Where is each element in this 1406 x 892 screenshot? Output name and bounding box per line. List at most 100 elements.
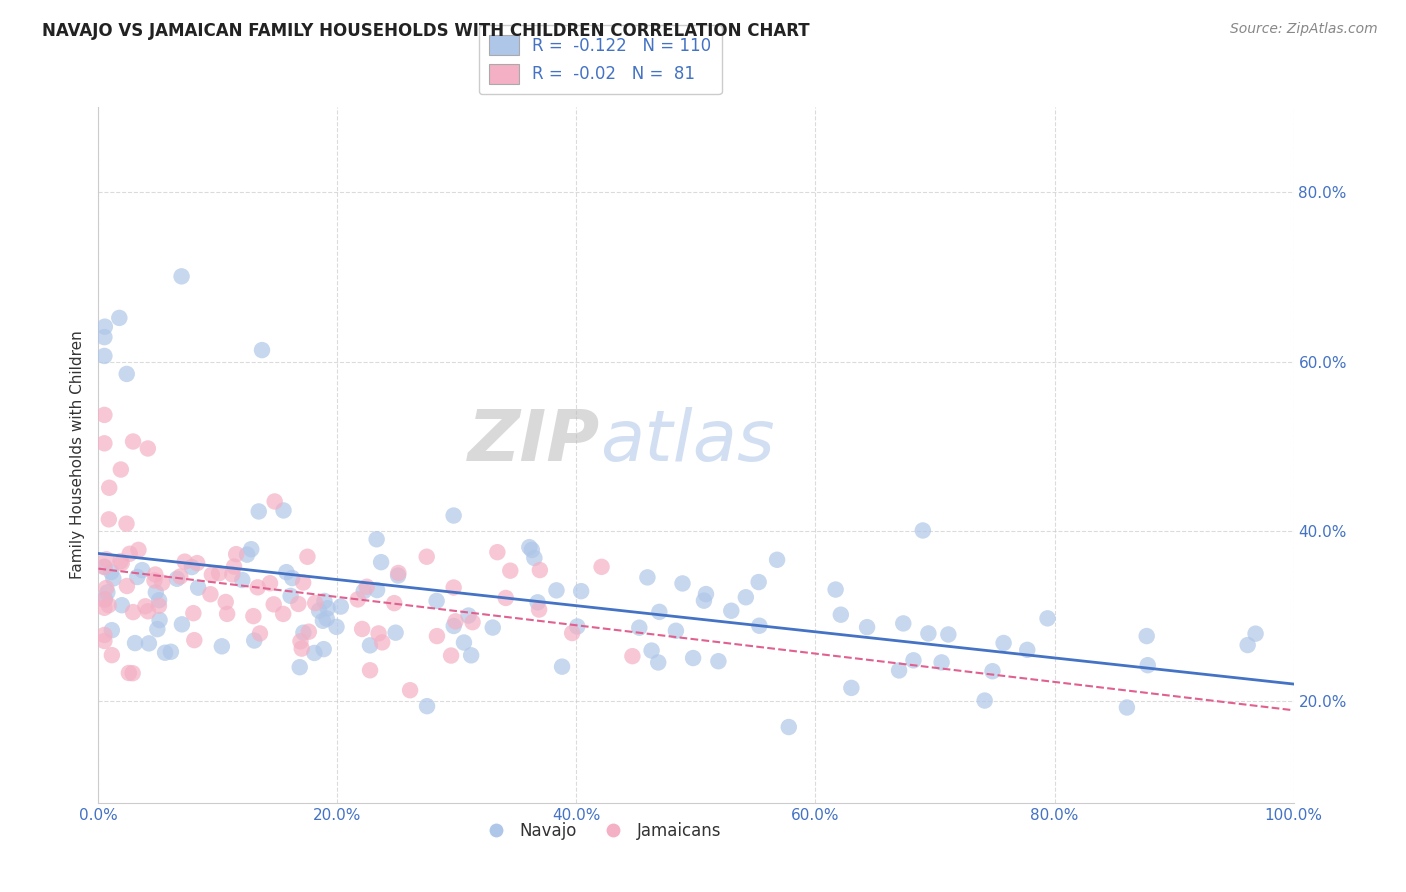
Point xyxy=(200,587,222,601)
Point xyxy=(841,681,863,695)
Point xyxy=(911,524,934,538)
Point xyxy=(481,621,503,635)
Point xyxy=(280,589,302,603)
Point xyxy=(93,436,115,450)
Point xyxy=(370,555,392,569)
Point xyxy=(115,367,138,381)
Point xyxy=(93,408,115,422)
Point xyxy=(96,585,118,599)
Point xyxy=(115,516,138,531)
Point xyxy=(236,548,259,562)
Point xyxy=(276,565,298,579)
Point xyxy=(314,594,336,608)
Point xyxy=(101,623,124,637)
Point xyxy=(111,598,134,612)
Point xyxy=(148,593,170,607)
Point xyxy=(640,643,662,657)
Point xyxy=(263,494,285,508)
Point xyxy=(166,572,188,586)
Point xyxy=(98,481,121,495)
Point xyxy=(426,629,449,643)
Point xyxy=(329,599,352,614)
Point xyxy=(150,575,173,590)
Point xyxy=(111,556,134,570)
Point xyxy=(93,349,115,363)
Point xyxy=(93,330,115,344)
Point xyxy=(384,625,406,640)
Point xyxy=(170,269,193,284)
Point xyxy=(551,659,574,673)
Point xyxy=(352,622,374,636)
Point xyxy=(122,434,145,449)
Point xyxy=(208,566,231,581)
Point xyxy=(292,625,315,640)
Point xyxy=(145,585,167,599)
Point xyxy=(281,571,304,585)
Point xyxy=(221,567,243,582)
Point xyxy=(242,609,264,624)
Point xyxy=(247,504,270,518)
Point xyxy=(356,580,378,594)
Point xyxy=(734,591,756,605)
Point xyxy=(225,547,247,561)
Point xyxy=(621,649,644,664)
Point xyxy=(100,565,122,579)
Point xyxy=(824,582,846,597)
Point xyxy=(96,552,118,566)
Point xyxy=(93,559,115,574)
Point xyxy=(416,699,439,714)
Point xyxy=(707,654,730,668)
Point xyxy=(931,656,953,670)
Point xyxy=(316,601,339,615)
Y-axis label: Family Households with Children: Family Households with Children xyxy=(69,331,84,579)
Point xyxy=(93,628,115,642)
Point xyxy=(891,616,914,631)
Point xyxy=(1136,629,1159,643)
Point xyxy=(415,549,437,564)
Point xyxy=(94,319,117,334)
Point xyxy=(495,591,517,605)
Point xyxy=(93,600,115,615)
Point xyxy=(94,592,117,607)
Point xyxy=(186,556,208,570)
Point xyxy=(297,549,319,564)
Point xyxy=(325,620,347,634)
Point xyxy=(110,554,132,568)
Point xyxy=(250,343,273,357)
Point xyxy=(523,551,546,566)
Point xyxy=(766,553,789,567)
Point xyxy=(136,442,159,456)
Point xyxy=(461,615,484,630)
Point xyxy=(127,542,149,557)
Point xyxy=(153,646,176,660)
Point xyxy=(387,566,409,580)
Point xyxy=(346,592,368,607)
Point xyxy=(304,646,326,660)
Point xyxy=(443,619,465,633)
Point xyxy=(146,622,169,636)
Point xyxy=(101,648,124,662)
Point xyxy=(486,545,509,559)
Point xyxy=(215,595,238,609)
Point xyxy=(443,508,465,523)
Point xyxy=(108,310,131,325)
Point xyxy=(981,664,1004,678)
Point xyxy=(131,563,153,577)
Point xyxy=(259,576,281,591)
Point xyxy=(97,598,120,612)
Text: ZIP: ZIP xyxy=(468,407,600,475)
Point xyxy=(748,618,770,632)
Point xyxy=(217,607,239,621)
Point xyxy=(561,626,583,640)
Point xyxy=(290,634,312,648)
Point xyxy=(887,664,910,678)
Point xyxy=(308,604,330,618)
Point xyxy=(271,607,294,621)
Point xyxy=(115,579,138,593)
Point xyxy=(671,576,693,591)
Point xyxy=(1115,700,1137,714)
Point xyxy=(353,584,375,599)
Point xyxy=(1017,643,1039,657)
Point xyxy=(148,613,170,627)
Point xyxy=(526,595,548,609)
